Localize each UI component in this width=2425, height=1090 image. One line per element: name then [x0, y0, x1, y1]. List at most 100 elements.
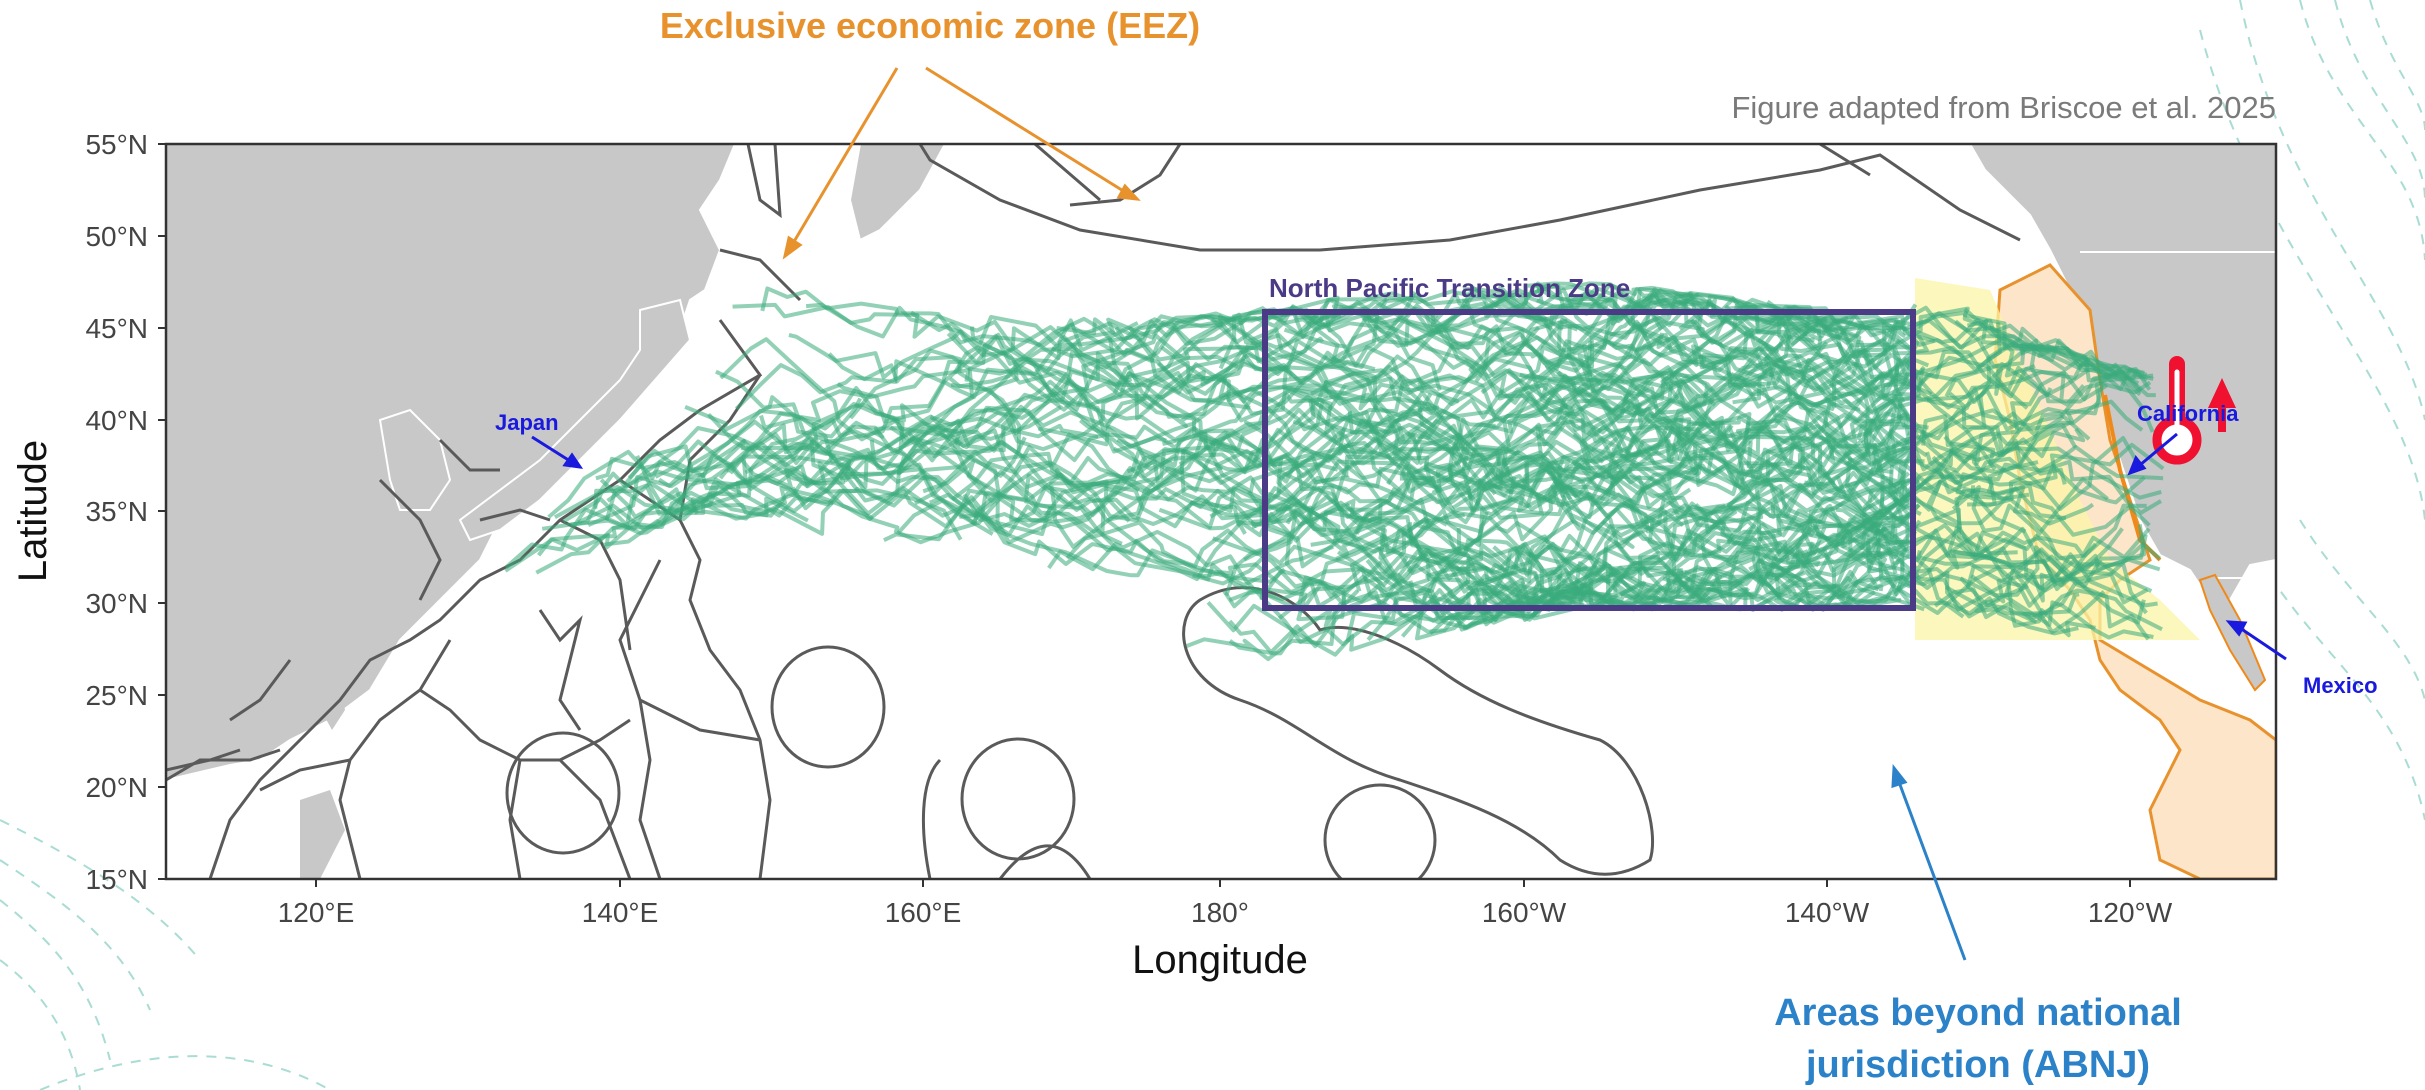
animal-track: [1729, 469, 1921, 551]
animal-track: [1308, 398, 1680, 483]
animal-track: [1803, 471, 1914, 520]
abnj-label-line1: Areas beyond national: [1774, 992, 2182, 1034]
animal-track: [1037, 376, 1440, 449]
animal-track: [1874, 414, 1922, 491]
eez-label: Exclusive economic zone (EEZ): [660, 5, 1200, 46]
animal-track: [1218, 337, 1565, 498]
animal-track: [1970, 574, 2163, 632]
animal-track: [562, 439, 876, 528]
animal-track: [718, 368, 971, 480]
animal-track: [1944, 585, 2106, 635]
y-tick-label: 50°N: [85, 221, 148, 252]
animal-track: [1156, 333, 1460, 404]
animal-track: [1835, 470, 1907, 536]
animal-track: [1621, 495, 1880, 559]
warming-arrow-icon: [2208, 378, 2236, 432]
animal-track: [1310, 298, 1838, 462]
mexico-arrow: [2225, 620, 2287, 661]
eez-boundaries: [166, 144, 2021, 879]
x-tick-label: 180°: [1191, 897, 1249, 928]
animal-track: [1963, 307, 2156, 398]
animal-track: [1079, 407, 1521, 491]
animal-track: [1700, 535, 1918, 596]
animal-track: [1933, 587, 2096, 638]
animal-track: [541, 456, 963, 541]
animal-track: [950, 451, 1121, 502]
land-kamchatka: [848, 144, 947, 242]
animal-track: [535, 467, 944, 575]
animal-track: [734, 343, 1579, 499]
y-tick-label: 30°N: [85, 588, 148, 619]
animal-track: [1423, 464, 1692, 513]
mexico-label: Mexico: [2303, 673, 2378, 698]
japan-label: Japan: [495, 410, 559, 435]
animal-track: [1533, 287, 1812, 375]
animal-track: [1158, 497, 1876, 612]
figure-credit: Figure adapted from Briscoe et al. 2025: [1731, 90, 2276, 125]
land-baja: [2198, 573, 2267, 692]
california-arrow: [2127, 432, 2178, 476]
abnj-arrow: [1891, 763, 1967, 961]
animal-tracks: [504, 281, 2165, 662]
thermometer-icon: [2152, 356, 2202, 465]
animal-track: [1487, 459, 1812, 588]
animal-track: [1624, 371, 1911, 466]
animal-track: [732, 302, 1167, 454]
animal-track: [1772, 417, 1916, 479]
animal-track: [1899, 479, 2027, 534]
animal-track: [1296, 566, 1551, 634]
y-tick-label: 45°N: [85, 313, 148, 344]
animal-track: [1916, 527, 2124, 591]
animal-track: [1367, 452, 1573, 524]
animal-track: [909, 310, 1139, 353]
animal-track: [504, 499, 700, 569]
y-tick-label: 25°N: [85, 680, 148, 711]
animal-track: [1931, 436, 2141, 511]
animal-track: [1664, 303, 1920, 397]
x-tick-label: 120°W: [2088, 897, 2173, 928]
animal-track: [1582, 401, 1861, 497]
animal-track: [1759, 531, 1910, 578]
animal-track: [1544, 350, 1914, 416]
animal-track: [654, 439, 874, 521]
animal-track: [1918, 427, 2086, 468]
animal-track: [1412, 521, 1579, 595]
ntz-label: North Pacific Transition Zone: [1269, 273, 1630, 303]
x-tick-label: 140°E: [582, 897, 659, 928]
x-tick-label: 120°E: [278, 897, 355, 928]
y-tick-label: 55°N: [85, 129, 148, 160]
animal-track: [1185, 589, 1360, 662]
animal-track: [1943, 370, 2066, 466]
animal-track: [1422, 310, 1592, 351]
animal-track: [1258, 328, 1585, 523]
animal-track: [1360, 369, 1707, 474]
california-label: California: [2137, 401, 2239, 426]
animal-track: [1243, 417, 1707, 562]
animal-track: [959, 445, 1339, 519]
animal-track: [1662, 485, 1900, 591]
animal-track: [889, 306, 1395, 446]
eez-arrows: [782, 66, 1141, 260]
y-tick-label: 20°N: [85, 772, 148, 803]
land-japan: [458, 298, 692, 542]
animal-track: [1967, 380, 2152, 507]
animal-track: [1844, 418, 1900, 467]
animal-track: [627, 448, 1404, 608]
x-tick-label: 140°W: [1785, 897, 1870, 928]
animal-track: [606, 333, 1239, 503]
animal-track: [1366, 479, 1583, 642]
animal-track: [1965, 564, 2154, 640]
y-tick-label: 40°N: [85, 405, 148, 436]
animal-track: [1511, 395, 1736, 457]
land-philippines: [300, 790, 345, 879]
animal-track: [1694, 480, 1918, 537]
x-tick-label: 160°W: [1482, 897, 1567, 928]
y-tick-label: 35°N: [85, 496, 148, 527]
animal-track: [1867, 477, 1911, 503]
animal-track: [1966, 318, 2118, 379]
ntz-box: [1262, 309, 1916, 611]
animal-track: [1255, 505, 1462, 575]
animal-track: [1283, 295, 1754, 357]
